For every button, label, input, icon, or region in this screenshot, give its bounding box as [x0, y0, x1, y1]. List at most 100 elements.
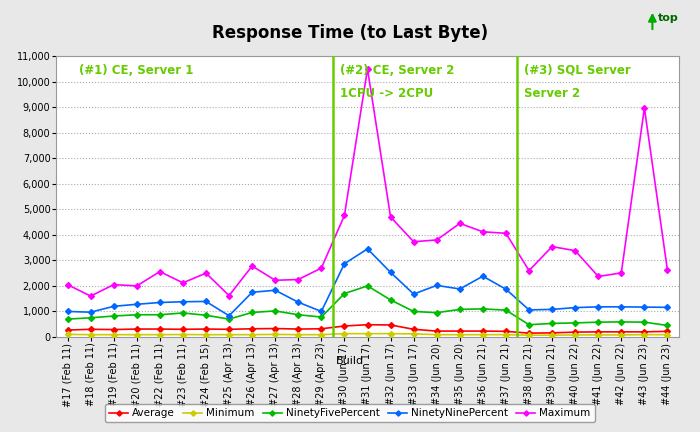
Average: [386, 322, 395, 327]
Average: [525, 330, 533, 336]
Average: [502, 329, 510, 334]
Text: (#2) CE, Server 2: (#2) CE, Server 2: [340, 64, 454, 77]
Minimum: [109, 332, 118, 337]
Minimum: [640, 332, 649, 337]
Average: [294, 327, 302, 332]
Maximum: [86, 293, 94, 299]
NinetyNinePercent: [433, 283, 441, 288]
Average: [456, 328, 464, 334]
Maximum: [317, 265, 326, 270]
Minimum: [363, 331, 372, 336]
NinetyFivePercent: [617, 319, 626, 324]
Average: [640, 329, 649, 334]
Average: [479, 328, 487, 334]
Minimum: [340, 331, 349, 336]
NinetyFivePercent: [502, 308, 510, 313]
Minimum: [86, 332, 94, 337]
NinetyNinePercent: [340, 261, 349, 266]
NinetyFivePercent: [456, 307, 464, 312]
Average: [63, 327, 71, 333]
NinetyNinePercent: [502, 287, 510, 292]
Line: NinetyNinePercent: NinetyNinePercent: [66, 247, 669, 318]
NinetyFivePercent: [155, 312, 164, 318]
Average: [617, 329, 626, 334]
Text: (#1) CE, Server 1: (#1) CE, Server 1: [79, 64, 193, 77]
NinetyFivePercent: [317, 314, 326, 320]
NinetyNinePercent: [571, 305, 580, 310]
NinetyFivePercent: [410, 309, 418, 314]
Maximum: [132, 283, 141, 289]
NinetyNinePercent: [548, 307, 556, 312]
NinetyFivePercent: [664, 323, 672, 328]
Minimum: [548, 333, 556, 338]
NinetyFivePercent: [271, 308, 279, 314]
Average: [340, 324, 349, 329]
Minimum: [132, 332, 141, 337]
Maximum: [456, 221, 464, 226]
Minimum: [502, 332, 510, 337]
NinetyNinePercent: [640, 305, 649, 310]
NinetyFivePercent: [640, 320, 649, 325]
NinetyNinePercent: [225, 313, 233, 318]
NinetyFivePercent: [202, 313, 210, 318]
Maximum: [525, 268, 533, 273]
Maximum: [363, 67, 372, 72]
Minimum: [410, 331, 418, 337]
Maximum: [178, 280, 187, 286]
Maximum: [640, 105, 649, 111]
Average: [271, 326, 279, 331]
NinetyFivePercent: [225, 317, 233, 322]
NinetyNinePercent: [317, 309, 326, 314]
Minimum: [63, 332, 71, 337]
Average: [433, 328, 441, 334]
NinetyNinePercent: [202, 299, 210, 304]
NinetyNinePercent: [386, 270, 395, 275]
Minimum: [456, 332, 464, 337]
Minimum: [271, 332, 279, 337]
Maximum: [248, 264, 256, 269]
Maximum: [617, 270, 626, 276]
Maximum: [225, 293, 233, 298]
NinetyFivePercent: [479, 306, 487, 311]
Minimum: [248, 332, 256, 337]
Text: top: top: [658, 13, 679, 23]
Minimum: [155, 332, 164, 337]
Average: [363, 322, 372, 327]
Minimum: [294, 332, 302, 337]
Minimum: [479, 332, 487, 337]
Minimum: [617, 332, 626, 337]
Average: [664, 329, 672, 334]
NinetyNinePercent: [410, 292, 418, 297]
Line: Maximum: Maximum: [66, 67, 669, 298]
Minimum: [594, 332, 603, 337]
NinetyNinePercent: [479, 273, 487, 279]
NinetyNinePercent: [132, 302, 141, 307]
NinetyNinePercent: [294, 300, 302, 305]
Average: [548, 330, 556, 336]
Maximum: [63, 282, 71, 287]
Maximum: [155, 269, 164, 274]
Average: [109, 327, 118, 332]
NinetyNinePercent: [86, 310, 94, 315]
Text: 1CPU -> 2CPU: 1CPU -> 2CPU: [340, 87, 433, 100]
NinetyNinePercent: [617, 304, 626, 309]
Maximum: [109, 282, 118, 287]
Maximum: [340, 213, 349, 218]
NinetyFivePercent: [178, 310, 187, 315]
Maximum: [294, 277, 302, 282]
Average: [225, 327, 233, 332]
Minimum: [202, 332, 210, 337]
Minimum: [433, 332, 441, 337]
Maximum: [571, 248, 580, 253]
NinetyNinePercent: [525, 307, 533, 312]
Text: Response Time (to Last Byte): Response Time (to Last Byte): [212, 24, 488, 42]
Minimum: [178, 332, 187, 337]
Average: [594, 329, 603, 334]
Maximum: [664, 268, 672, 273]
Minimum: [317, 332, 326, 337]
Line: NinetyFivePercent: NinetyFivePercent: [66, 284, 669, 327]
NinetyFivePercent: [340, 291, 349, 296]
Maximum: [386, 214, 395, 219]
Average: [86, 327, 94, 332]
Legend: Average, Minimum, NinetyFivePercent, NinetyNinePercent, Maximum: Average, Minimum, NinetyFivePercent, Nin…: [105, 404, 595, 422]
